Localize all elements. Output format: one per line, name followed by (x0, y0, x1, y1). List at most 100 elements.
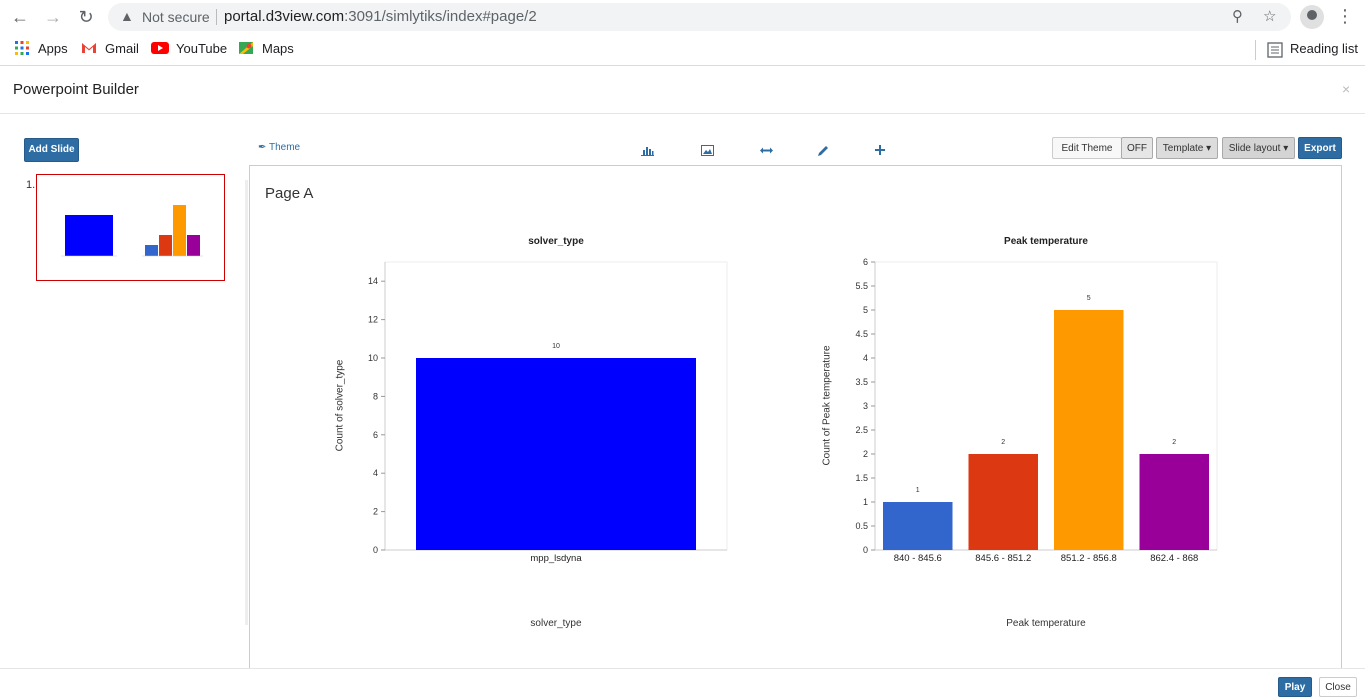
play-button[interactable]: Play (1278, 677, 1312, 697)
chart2-title: Peak temperature (1004, 236, 1088, 247)
chart2-data-label: 1 (916, 487, 920, 494)
reading-list-icon (1267, 42, 1283, 58)
youtube-icon (151, 42, 169, 54)
chart2-ytick-label: 2 (863, 449, 868, 459)
chart2-data-label: 2 (1001, 439, 1005, 446)
thumb-bar-2 (159, 235, 172, 256)
url-path: :3091/simlytiks/index#page/2 (344, 8, 537, 25)
chart2-xtick-label: 862.4 - 868 (1150, 553, 1198, 564)
forward-arrow-icon[interactable]: → (44, 7, 62, 27)
brush-icon: ✒ (258, 142, 269, 153)
warning-icon: ▲ (120, 8, 134, 24)
zoom-icon[interactable]: ⚲ (1232, 8, 1243, 25)
url-text[interactable]: portal.d3view.com:3091/simlytiks/index#p… (224, 8, 537, 25)
apps-grid-icon (15, 41, 29, 55)
export-button[interactable]: Export (1298, 137, 1342, 159)
slide-thumbnail-preview (61, 205, 203, 257)
chart1-bar (416, 358, 696, 550)
chart2-ytick-label: 5.5 (855, 281, 868, 291)
pencil-icon[interactable] (818, 145, 829, 156)
theme-link[interactable]: ✒ Theme (258, 142, 300, 153)
edit-theme-button[interactable]: Edit Theme (1052, 137, 1122, 159)
template-dropdown[interactable]: Template ▾ (1156, 137, 1218, 159)
close-button[interactable]: Close (1319, 677, 1357, 697)
chart2-data-label: 5 (1087, 295, 1091, 302)
chart2-ytick-label: 0.5 (855, 521, 868, 531)
close-icon[interactable]: × (1342, 81, 1351, 97)
reading-list-separator (1255, 40, 1256, 60)
chart2-ytick-label: 1.5 (855, 473, 868, 483)
chart2-ytick-label: 1 (863, 497, 868, 507)
reading-list[interactable]: Reading list (1290, 41, 1358, 56)
thumb-bar-1 (145, 245, 158, 256)
chart1-xlabel: solver_type (530, 618, 582, 629)
chart1-ytick-label: 10 (368, 353, 378, 363)
plus-icon[interactable] (875, 145, 885, 155)
caret-down-icon: ▾ (1283, 143, 1289, 154)
thumb-bar-solver (65, 215, 113, 256)
reload-icon[interactable]: ↻ (78, 7, 94, 27)
template-label: Template (1162, 143, 1204, 154)
back-arrow-icon[interactable]: ← (11, 7, 29, 27)
chart2-ytick-label: 3 (863, 401, 868, 411)
kebab-menu-icon[interactable]: ⋮ (1336, 6, 1354, 26)
thumb-bar-4 (187, 235, 200, 256)
profile-avatar-icon[interactable] (1300, 5, 1324, 29)
modal-footer (0, 668, 1365, 691)
caret-down-icon: ▾ (1206, 143, 1212, 154)
chart2-ytick-label: 3.5 (855, 377, 868, 387)
modal-header: Powerpoint Builder × (0, 67, 1365, 114)
bookmarks-bar: Apps Gmail YouTube Maps Reading list (0, 34, 1365, 66)
chart2-ytick-label: 0 (863, 545, 868, 555)
slide-thumbnail[interactable] (36, 174, 225, 281)
chart2-bar (883, 502, 953, 550)
image-icon[interactable] (701, 145, 714, 156)
chart1-plot: 0 2 4 6 8 10 12 14 10 mpp_lsdyna (368, 261, 728, 564)
chart2-xtick-label: 840 - 845.6 (894, 553, 942, 564)
bookmark-youtube[interactable]: YouTube (176, 41, 228, 56)
chart1-data-label: 10 (552, 343, 560, 350)
slide-layout-dropdown[interactable]: Slide layout ▾ (1222, 137, 1295, 159)
slide-number: 1. (26, 179, 36, 191)
chart2-xtick-label: 851.2 - 856.8 (1061, 553, 1117, 564)
address-bar[interactable]: ▲ Not secure portal.d3view.com:3091/siml… (108, 3, 1291, 31)
security-label: Not secure (142, 9, 210, 25)
chart1-title: solver_type (528, 236, 584, 247)
chart2-bar (1139, 454, 1209, 550)
chart2-ytick-label: 2.5 (855, 425, 868, 435)
bookmark-apps[interactable]: Apps (38, 41, 68, 56)
chart2-ytick-label: 6 (863, 257, 868, 267)
url-host: portal.d3view.com (224, 8, 345, 25)
chart2-ytick-label: 4.5 (855, 329, 868, 339)
bookmark-maps[interactable]: Maps (262, 41, 294, 56)
chart2-ytick-label: 4 (863, 353, 868, 363)
bar-chart-icon[interactable] (641, 145, 654, 156)
chart1-ytick-label: 12 (368, 315, 378, 325)
omnibox-separator (216, 9, 217, 25)
edit-theme-toggle[interactable]: OFF (1121, 137, 1153, 159)
chart2-data-label: 2 (1172, 439, 1176, 446)
maps-icon (239, 42, 253, 54)
slide-layout-label: Slide layout (1228, 143, 1281, 154)
theme-label: Theme (268, 142, 301, 153)
browser-toolbar: ← → ↻ ▲ Not secure portal.d3view.com:309… (0, 0, 1365, 34)
bookmark-gmail[interactable]: Gmail (105, 41, 139, 56)
chart1-ytick-label: 8 (373, 391, 378, 401)
add-slide-button[interactable]: Add Slide (24, 138, 79, 162)
chart2-xtick-label: 845.6 - 851.2 (975, 553, 1031, 564)
chart1-ytick-label: 6 (373, 430, 378, 440)
gmail-icon (82, 43, 96, 53)
chart1-xtick-label: mpp_lsdyna (530, 553, 582, 564)
chart1-ytick-label: 0 (373, 545, 378, 555)
resize-horizontal-icon[interactable] (760, 147, 773, 154)
chart2-bar (968, 454, 1038, 550)
thumb-bar-3 (173, 205, 186, 256)
chart2-xlabel: Peak temperature (1006, 618, 1086, 629)
page-title: Page A (265, 185, 314, 202)
star-icon[interactable]: ☆ (1263, 8, 1277, 25)
chart1-ytick-label: 4 (373, 468, 378, 478)
chart2-bar (1054, 310, 1124, 550)
chart2-plot: 0 0.5 1 1.5 2 2.5 3 3.5 4 4.5 5 5.5 6 1 840 - 845.6 2 84… (855, 257, 1218, 564)
panel-divider[interactable] (245, 180, 248, 625)
chart1-ytick-label: 2 (373, 507, 378, 517)
